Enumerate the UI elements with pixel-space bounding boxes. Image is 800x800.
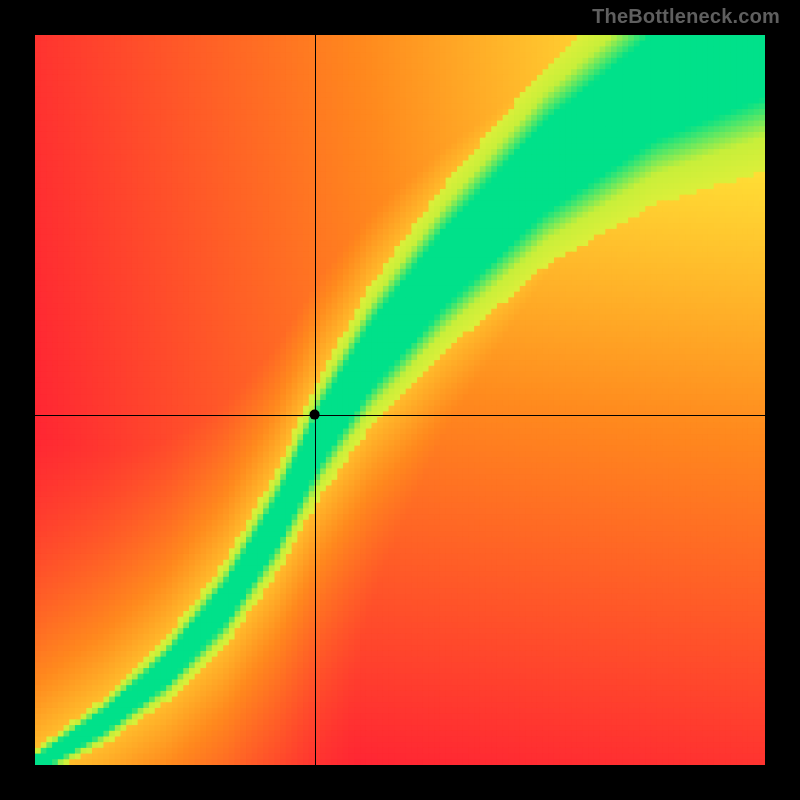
bottleneck-heatmap: [35, 35, 765, 765]
watermark-text: TheBottleneck.com: [592, 6, 780, 29]
chart-frame: { "watermark": { "text": "TheBottleneck.…: [0, 0, 800, 800]
